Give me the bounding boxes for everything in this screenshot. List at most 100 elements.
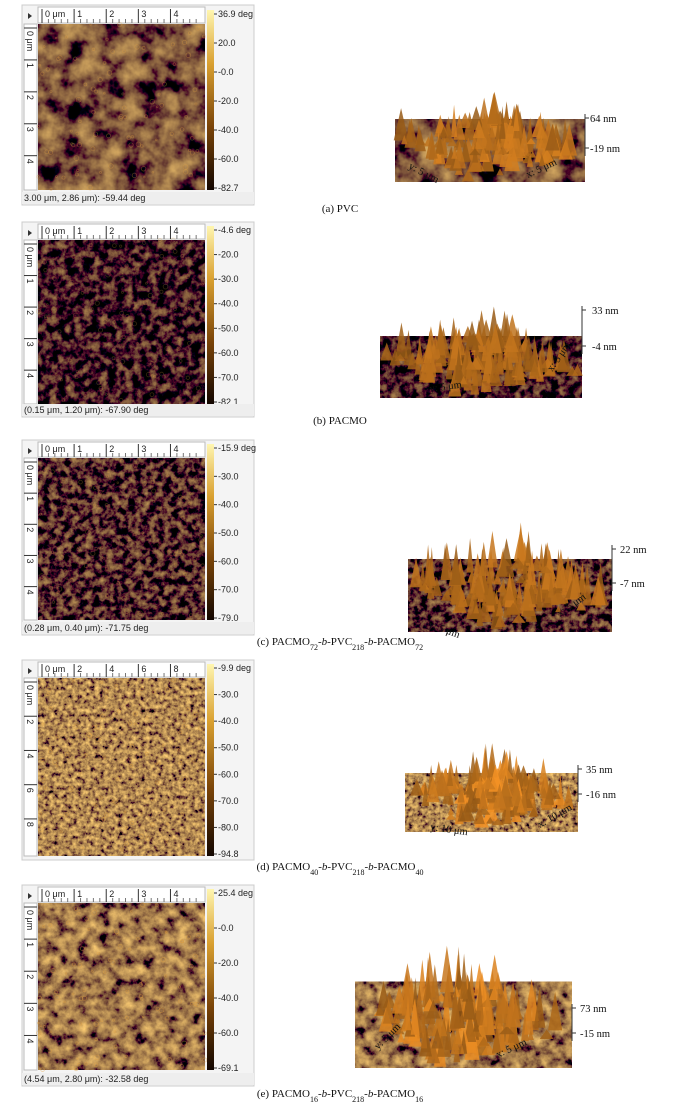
surface-peak <box>561 123 578 156</box>
grain <box>70 576 74 580</box>
surface-peak <box>410 998 420 1035</box>
left-ruler-label: 2 <box>25 527 35 532</box>
grain <box>133 266 140 272</box>
surface-peak <box>490 347 501 381</box>
z-max-label: 64 nm <box>590 114 617 125</box>
surface-peak <box>506 1040 518 1048</box>
caption-part: -PVC <box>327 636 352 648</box>
surface-peak <box>488 985 500 1000</box>
colorbar-label: -82.1 <box>218 397 239 407</box>
grain <box>81 846 85 850</box>
surface-peak <box>461 168 475 182</box>
surface-peak <box>521 581 534 611</box>
grain <box>49 706 53 710</box>
colorbar-label: -20.0 <box>218 96 239 106</box>
grain <box>45 67 50 72</box>
grain <box>177 494 184 500</box>
play-arrow <box>28 448 32 454</box>
status-bar <box>22 1073 254 1085</box>
grain <box>110 49 115 54</box>
grain <box>154 780 160 785</box>
grain <box>118 398 124 403</box>
status-text: (0.15 μm, 1.20 μm): -67.90 deg <box>24 405 148 415</box>
grain <box>159 253 165 259</box>
y-axis-label: y: 10 μm <box>430 822 469 838</box>
surface-peak <box>556 339 571 373</box>
surface-peak <box>435 133 445 154</box>
grain <box>116 581 121 585</box>
top-ruler-label: 1 <box>77 9 82 19</box>
grain <box>83 393 87 397</box>
grain <box>70 142 74 146</box>
grain <box>199 803 204 809</box>
grain <box>122 49 126 54</box>
grain <box>133 532 137 536</box>
grain <box>193 1002 198 1007</box>
grain <box>98 327 103 333</box>
grain <box>105 474 110 479</box>
surface-peak <box>459 802 475 821</box>
grain <box>59 554 65 560</box>
surface-peak <box>509 782 524 807</box>
grain <box>64 35 69 39</box>
caption-part: - <box>364 636 368 648</box>
grain <box>69 129 73 133</box>
grain <box>185 274 190 279</box>
grain <box>159 371 164 377</box>
grain <box>176 548 183 554</box>
grain <box>195 385 201 391</box>
grain <box>49 536 52 539</box>
grain <box>138 982 144 987</box>
grain <box>118 115 123 121</box>
grain <box>129 743 135 749</box>
grain <box>151 798 154 802</box>
top-ruler <box>37 223 206 240</box>
grain <box>54 481 58 485</box>
grain <box>120 342 126 348</box>
colorbar-label: 36.9 deg <box>218 9 253 19</box>
grain <box>168 269 173 275</box>
left-ruler <box>23 23 38 191</box>
grain <box>69 578 74 583</box>
grain <box>200 563 205 568</box>
grain <box>183 307 187 311</box>
surface-peak <box>485 125 499 151</box>
grain <box>102 755 107 760</box>
surface-peak <box>486 530 498 568</box>
surface-peak <box>424 556 437 586</box>
surface-peak <box>516 798 525 813</box>
grain <box>39 1024 43 1027</box>
grain <box>172 249 178 254</box>
grain <box>164 931 168 934</box>
grain <box>141 1015 145 1019</box>
caption-part: -PACMO <box>374 861 416 873</box>
grain <box>83 563 89 569</box>
surface-peak <box>454 967 464 990</box>
top-ruler-label: 0 μm <box>45 9 65 19</box>
grain <box>173 551 178 557</box>
grain <box>140 980 147 986</box>
surface-peak <box>529 358 540 376</box>
grain <box>47 749 53 755</box>
grain <box>48 149 54 155</box>
grain <box>181 723 187 729</box>
grain <box>113 928 120 935</box>
grain <box>132 711 138 717</box>
surface-peak <box>479 146 488 160</box>
grain <box>44 314 48 319</box>
caption-part: - <box>318 636 322 648</box>
surface-peak <box>547 572 555 598</box>
caption-part: b <box>322 861 328 873</box>
grain <box>178 985 182 989</box>
top-ruler-label: 1 <box>77 444 82 454</box>
grain <box>116 993 120 996</box>
surface-peak <box>435 324 446 350</box>
grain <box>173 562 177 566</box>
grain <box>182 777 188 782</box>
grain <box>185 52 192 58</box>
surface-peak <box>502 109 511 123</box>
grain <box>100 1018 104 1023</box>
surface-peak <box>492 783 507 809</box>
grain <box>149 392 155 397</box>
grain <box>98 795 103 800</box>
